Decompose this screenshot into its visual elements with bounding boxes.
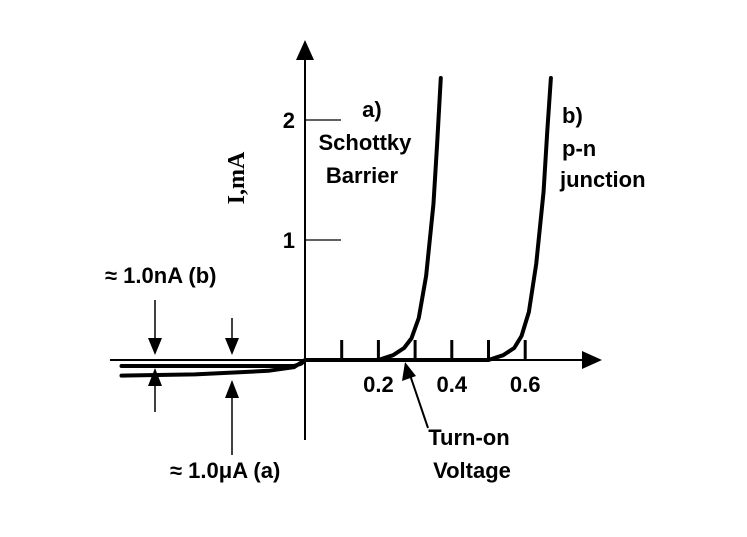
annotation-reverse-current-b: ≈ 1.0nA (b) bbox=[105, 263, 216, 288]
y-axis-label: I,mA bbox=[224, 151, 250, 204]
x-tick-label-1: 0.4 bbox=[437, 372, 468, 397]
y-axis-arrow-icon bbox=[296, 40, 314, 60]
x-axis-arrow-icon bbox=[582, 351, 602, 369]
arrow-down-icon bbox=[225, 338, 239, 355]
x-tick-label-0: 0.2 bbox=[363, 372, 394, 397]
series-line-1 bbox=[119, 76, 553, 368]
arrow-up-icon bbox=[402, 362, 416, 381]
arrow-down-icon bbox=[148, 338, 162, 355]
x-tick-label-2: 0.6 bbox=[510, 372, 541, 397]
arrow-up-icon bbox=[148, 368, 162, 386]
y-tick-label-1: 2 bbox=[283, 108, 295, 133]
annotation-reverse-current-a: ≈ 1.0μA (a) bbox=[170, 458, 280, 483]
series-label-b: b) p-n junction bbox=[559, 103, 646, 192]
series-line-0 bbox=[119, 76, 443, 378]
series-label-a: a) Schottky Barrier bbox=[318, 97, 417, 188]
annotation-turn-on-voltage: Turn-on Voltage bbox=[428, 425, 516, 483]
arrow-up-icon bbox=[225, 380, 239, 398]
y-tick-label-0: 1 bbox=[283, 228, 295, 253]
turn-on-arrow-line bbox=[408, 371, 429, 429]
